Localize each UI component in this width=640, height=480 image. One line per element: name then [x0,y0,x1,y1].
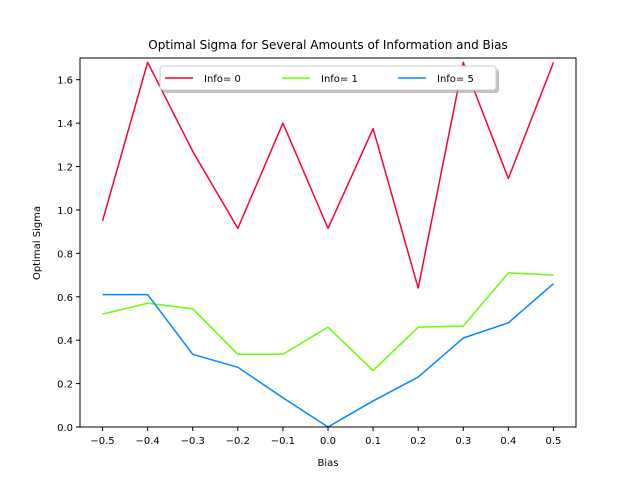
series-line-2 [102,272,554,372]
x-tick-label: 0.0 [320,436,336,447]
legend-label: Info= 0 [204,74,241,85]
legend-label: Info= 1 [321,74,358,85]
x-tick-label: 0.2 [410,436,426,447]
y-tick-label: 0.2 [57,380,73,391]
y-tick-label: 1.2 [57,163,73,174]
legend-label: Info= 5 [437,74,474,85]
axes-frame [79,57,577,428]
y-tick-label: 0.8 [57,249,73,260]
x-axis-label: Bias [318,458,339,469]
x-tick-label: −0.2 [226,436,250,447]
x-tick-label: −0.1 [271,436,295,447]
y-axis-label: Optimal Sigma [32,206,43,280]
x-tick-label: 0.5 [546,436,562,447]
axis-ticks: −0.5 −0.4 −0.3 −0.2 −0.1 0.0 0.1 0.2 0.3 0.4 0.5 0.… [57,76,561,447]
y-tick-label: 0.6 [57,293,73,304]
y-tick-label: 1.6 [57,76,73,87]
x-tick-label: 0.1 [365,436,381,447]
y-tick-label: 1.0 [57,206,73,217]
y-tick-label: 0.0 [57,423,73,434]
x-tick-label: 0.4 [500,436,516,447]
x-tick-label: −0.5 [90,436,114,447]
legend: Info= 0 Info= 1 Info= 5 [159,65,499,93]
y-tick-label: 0.4 [57,336,73,347]
y-tick-label: 1.4 [57,119,73,130]
series-line-1 [101,61,555,289]
x-tick-label: −0.4 [135,436,159,447]
series-line-3 [102,283,554,428]
plot-area [79,57,577,428]
legend-box [159,65,497,91]
chart-title: Optimal Sigma for Several Amounts of Inf… [148,38,507,52]
x-tick-label: −0.3 [181,436,205,447]
x-tick-label: 0.3 [455,436,471,447]
